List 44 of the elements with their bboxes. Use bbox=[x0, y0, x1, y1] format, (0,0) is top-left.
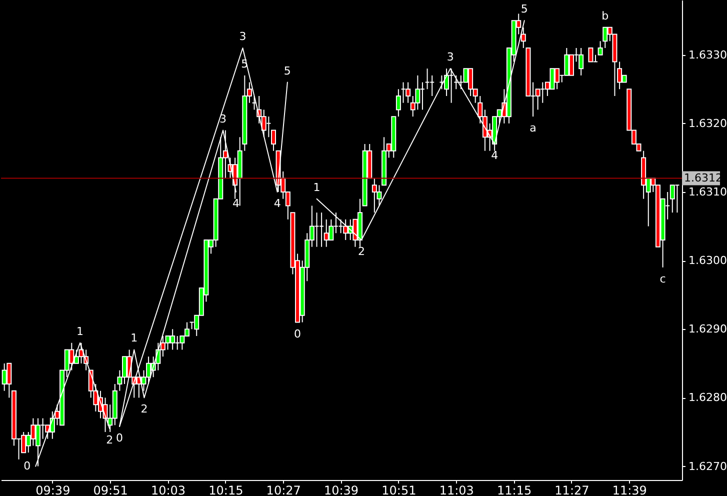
candlestick bbox=[406, 82, 411, 104]
y-tick-label: 1.6320 bbox=[688, 116, 727, 130]
annotation: 4 bbox=[491, 149, 498, 162]
annotation: 2 bbox=[140, 402, 148, 416]
annotation: 1 bbox=[76, 324, 84, 338]
candlestick bbox=[670, 184, 675, 214]
annotation: 4 bbox=[232, 197, 240, 210]
y-tick-label: 1.6330 bbox=[688, 48, 727, 62]
x-tick-label: 10:15 bbox=[208, 484, 244, 496]
x-tick-label: 11:39 bbox=[612, 484, 647, 496]
x-tick-label: 11:03 bbox=[439, 484, 474, 496]
annotation: 0 bbox=[24, 459, 31, 472]
annotation: c bbox=[660, 272, 666, 286]
annotation: 4 bbox=[274, 197, 281, 210]
annotation: 5 bbox=[520, 2, 528, 16]
x-tick-label: 09:39 bbox=[36, 484, 70, 496]
x-tick-label: 10:27 bbox=[266, 484, 301, 496]
y-tick-label: 1.6290 bbox=[688, 322, 727, 336]
x-tick-label: 10:03 bbox=[150, 484, 186, 496]
annotation: a bbox=[530, 122, 536, 135]
y-tick-label: 1.6300 bbox=[688, 254, 727, 268]
annotation: 3 bbox=[446, 50, 454, 64]
x-tick-label: 11:27 bbox=[554, 484, 590, 496]
annotation: 1 bbox=[313, 180, 320, 194]
annotation: 2 bbox=[358, 245, 365, 258]
y-tick-label: 1.6310 bbox=[688, 186, 727, 198]
annotation: 3 bbox=[239, 30, 246, 43]
x-tick-label: 09:51 bbox=[93, 484, 128, 496]
candlestick bbox=[396, 88, 401, 118]
x-tick-label: 11:15 bbox=[497, 484, 532, 496]
x-tick-label: 10:39 bbox=[324, 484, 359, 496]
annotation: 2 bbox=[106, 434, 114, 447]
candlestick bbox=[271, 130, 276, 152]
x-tick-label: 10:51 bbox=[382, 484, 416, 496]
annotation: 5 bbox=[284, 64, 291, 78]
annotation: 1 bbox=[130, 332, 138, 345]
annotation: 0 bbox=[294, 327, 302, 340]
annotation: b bbox=[602, 9, 609, 22]
annotation: 0 bbox=[116, 432, 124, 445]
y-tick-label: 1.6270 bbox=[688, 460, 727, 473]
annotation: 3 bbox=[220, 112, 227, 126]
candlestick bbox=[588, 48, 594, 62]
y-tick-label: 1.6280 bbox=[688, 391, 727, 404]
candlestick bbox=[578, 48, 584, 76]
